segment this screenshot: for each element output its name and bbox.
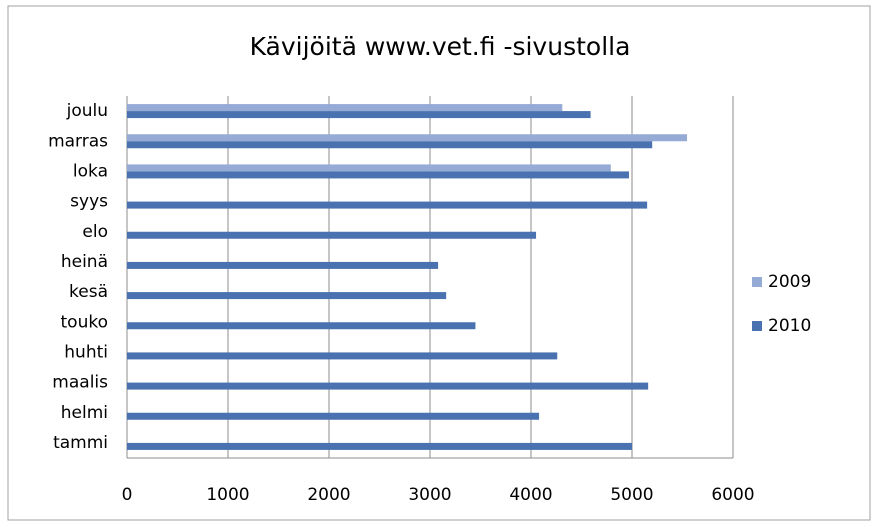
y-tick-label: tammi (53, 433, 108, 453)
y-tick-label: kesä (69, 282, 108, 302)
y-tick-label: huhti (64, 342, 108, 362)
bar (127, 134, 688, 142)
legend-swatch (752, 321, 762, 331)
x-tick-label: 5000 (610, 485, 653, 505)
y-tick-label: elo (82, 222, 108, 242)
y-tick-label: loka (73, 161, 108, 181)
y-tick-label: maalis (52, 373, 108, 393)
bar (127, 412, 540, 420)
x-tick-label: 1000 (206, 485, 249, 505)
bar (127, 382, 649, 390)
x-tick-label: 2000 (307, 485, 350, 505)
legend-label: 2009 (768, 272, 811, 292)
y-tick-label: marras (48, 131, 108, 151)
y-tick-label: heinä (61, 252, 108, 272)
legend-label: 2010 (768, 316, 811, 336)
bar (127, 322, 476, 330)
bar (127, 111, 591, 119)
y-tick-label: syys (70, 192, 108, 212)
y-tick-label: helmi (61, 403, 108, 423)
y-tick-label: joulu (66, 101, 108, 121)
bar (127, 164, 611, 172)
chart-title: Kävijöitä www.vet.fi -sivustolla (250, 32, 631, 61)
y-tick-label: touko (61, 312, 108, 332)
x-tick-label: 0 (122, 485, 133, 505)
x-tick-label: 6000 (711, 485, 754, 505)
bar (127, 261, 439, 269)
bar (127, 352, 558, 360)
bar (127, 442, 632, 450)
bar (127, 141, 653, 149)
bar (127, 292, 447, 300)
x-tick-label: 4000 (509, 485, 552, 505)
bar (127, 231, 537, 239)
bar (127, 201, 648, 209)
bar (127, 104, 563, 112)
legend-swatch (752, 277, 762, 287)
x-tick-label: 3000 (408, 485, 451, 505)
bar (127, 171, 629, 179)
